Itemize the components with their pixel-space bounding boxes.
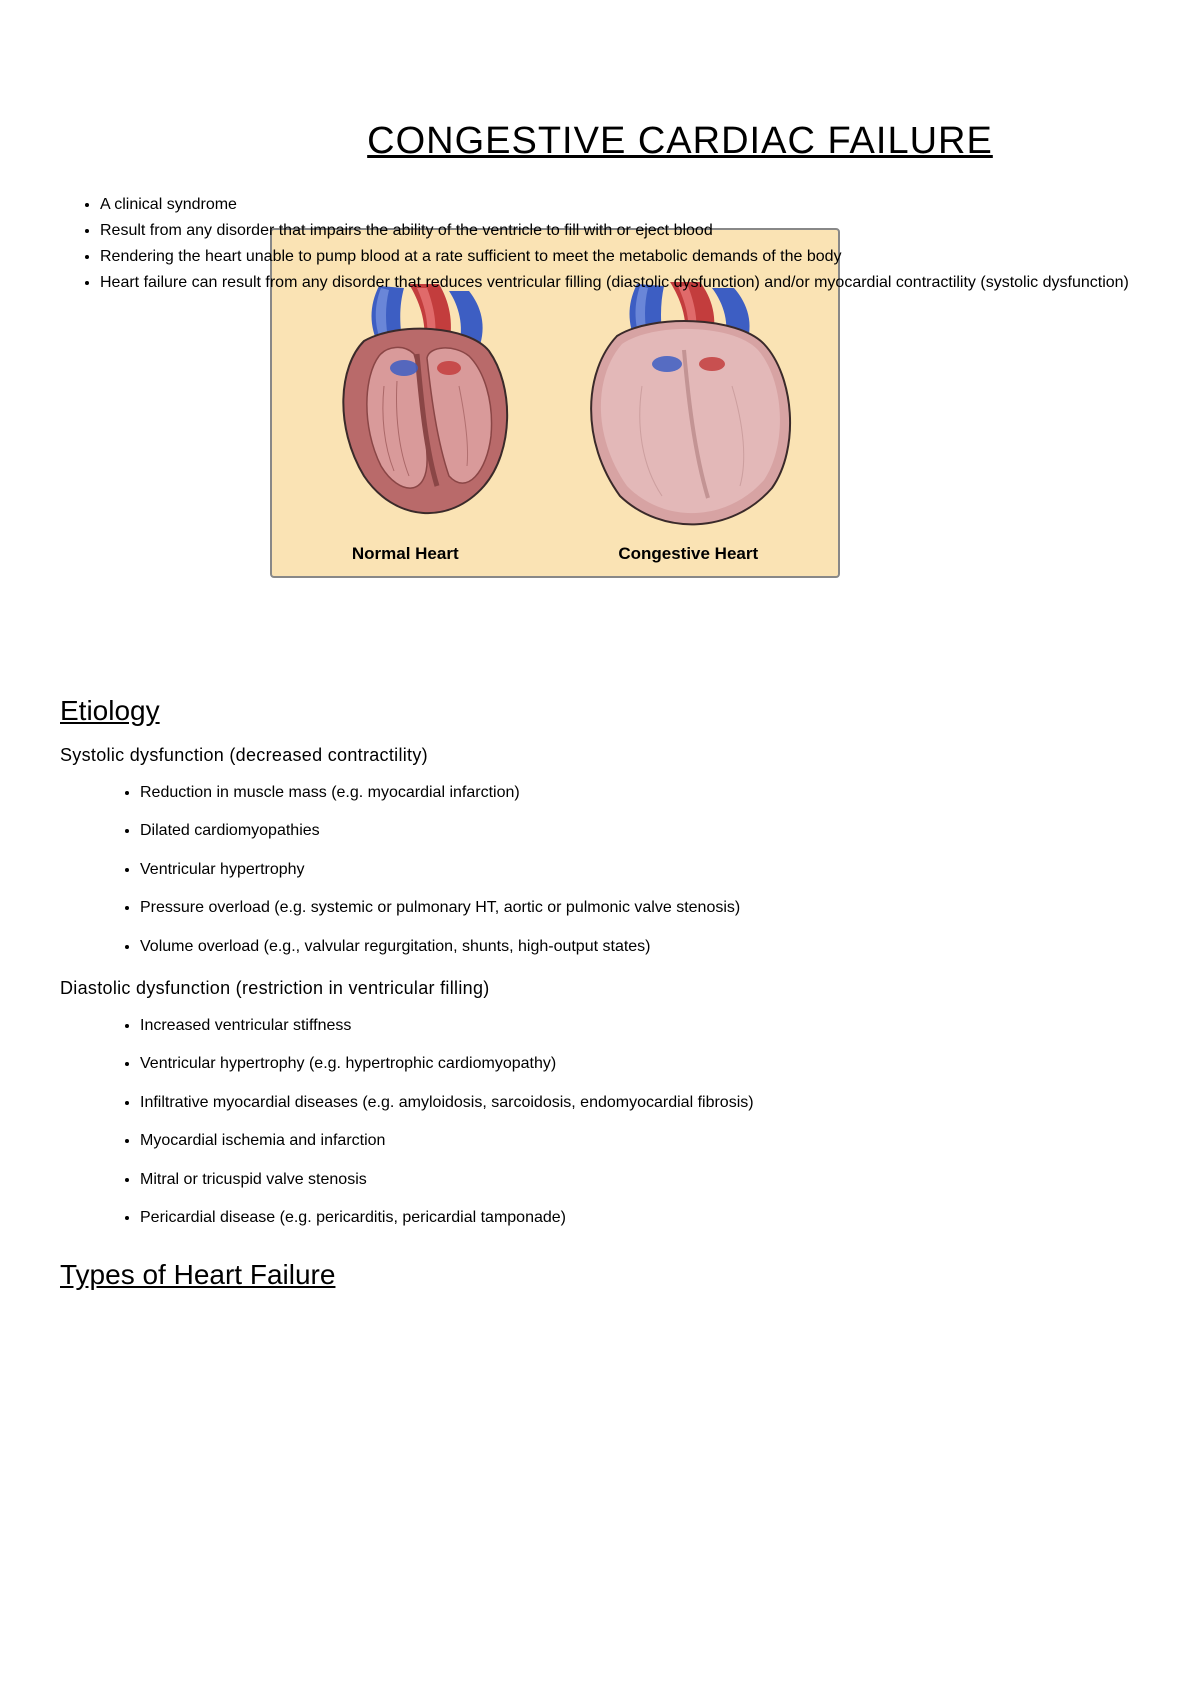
list-item: Mitral or tricuspid valve stenosis: [140, 1169, 1140, 1191]
etiology-heading: Etiology: [60, 695, 1140, 727]
list-item: Rendering the heart unable to pump blood…: [100, 245, 1140, 269]
document-page: CONGESTIVE CARDIAC FAILURE A clinical sy…: [0, 0, 1200, 1369]
diastolic-subheading: Diastolic dysfunction (restriction in ve…: [60, 978, 1140, 999]
list-item: A clinical syndrome: [100, 193, 1140, 217]
figure-captions: Normal Heart Congestive Heart: [272, 544, 838, 564]
list-item: Dilated cardiomyopathies: [140, 820, 1140, 842]
types-heading: Types of Heart Failure: [60, 1259, 1140, 1291]
systolic-subheading: Systolic dysfunction (decreased contract…: [60, 745, 1140, 766]
list-item: Infiltrative myocardial diseases (e.g. a…: [140, 1092, 1140, 1114]
list-item: Pericardial disease (e.g. pericarditis, …: [140, 1207, 1140, 1229]
list-item: Ventricular hypertrophy (e.g. hypertroph…: [140, 1053, 1140, 1075]
list-item: Heart failure can result from any disord…: [100, 271, 1140, 295]
systolic-list: Reduction in muscle mass (e.g. myocardia…: [60, 782, 1140, 958]
intro-bullet-list: A clinical syndrome Result from any diso…: [60, 193, 1140, 295]
page-title: CONGESTIVE CARDIAC FAILURE: [60, 120, 1140, 163]
list-item: Reduction in muscle mass (e.g. myocardia…: [140, 782, 1140, 804]
congestive-heart-illustration: [572, 276, 802, 536]
list-item: Ventricular hypertrophy: [140, 859, 1140, 881]
normal-heart-illustration: [309, 276, 539, 536]
list-item: Result from any disorder that impairs th…: [100, 219, 1140, 243]
diastolic-list: Increased ventricular stiffness Ventricu…: [60, 1015, 1140, 1229]
list-item: Increased ventricular stiffness: [140, 1015, 1140, 1037]
caption-congestive-heart: Congestive Heart: [618, 544, 758, 564]
list-item: Pressure overload (e.g. systemic or pulm…: [140, 897, 1140, 919]
caption-normal-heart: Normal Heart: [352, 544, 459, 564]
list-item: Myocardial ischemia and infarction: [140, 1130, 1140, 1152]
list-item: Volume overload (e.g., valvular regurgit…: [140, 936, 1140, 958]
